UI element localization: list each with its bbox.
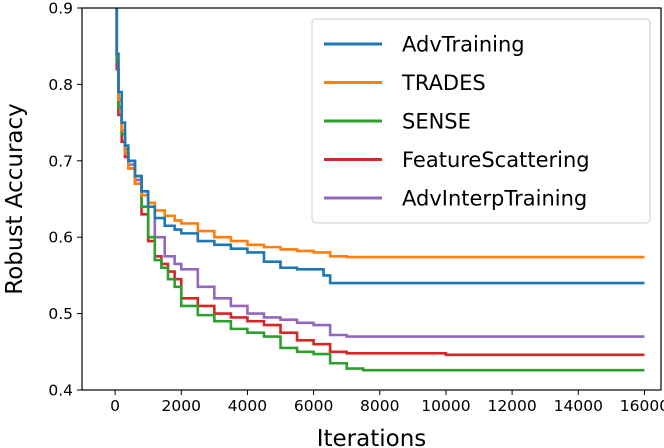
y-tick-label: 0.9 <box>48 0 73 18</box>
x-tick-label: 10000 <box>421 397 470 415</box>
legend-label: AdvTraining <box>402 33 525 57</box>
legend-label: TRADES <box>401 71 486 95</box>
x-tick-label: 14000 <box>554 397 603 415</box>
legend-label: AdvInterpTraining <box>402 187 587 211</box>
y-tick-label: 0.4 <box>48 382 73 400</box>
series-line-advtraining <box>115 8 645 285</box>
x-tick-label: 4000 <box>228 397 267 415</box>
y-tick-label: 0.5 <box>48 305 73 323</box>
x-tick-label: 0 <box>110 397 120 415</box>
y-tick-label: 0.7 <box>48 152 73 170</box>
legend-item: SENSE <box>324 110 471 134</box>
legend-label: FeatureScattering <box>402 148 590 172</box>
legend-label: SENSE <box>402 110 471 134</box>
series-layer <box>115 8 645 372</box>
x-axis-title: Iterations <box>317 426 427 448</box>
plot-frame <box>81 7 662 391</box>
series-line-trades <box>115 8 645 259</box>
x-tick-label: 2000 <box>162 397 201 415</box>
legend-box <box>311 18 651 224</box>
y-tick-label: 0.6 <box>48 229 73 247</box>
legend-item: FeatureScattering <box>324 148 590 172</box>
x-tick-label: 6000 <box>294 397 333 415</box>
y-tick-label: 0.8 <box>48 76 73 94</box>
legend-item: AdvTraining <box>324 33 525 57</box>
legend-item: AdvInterpTraining <box>324 187 587 211</box>
y-axis-title: Robust Accuracy <box>2 103 28 295</box>
legend-item: TRADES <box>324 71 486 95</box>
legend-items: AdvTraining TRADES SENSE FeatureScattering A… <box>324 33 590 211</box>
x-tick-label: 12000 <box>487 397 536 415</box>
x-tick-label: 8000 <box>360 397 399 415</box>
legend: AdvTraining TRADES SENSE FeatureScattering A… <box>311 18 651 224</box>
